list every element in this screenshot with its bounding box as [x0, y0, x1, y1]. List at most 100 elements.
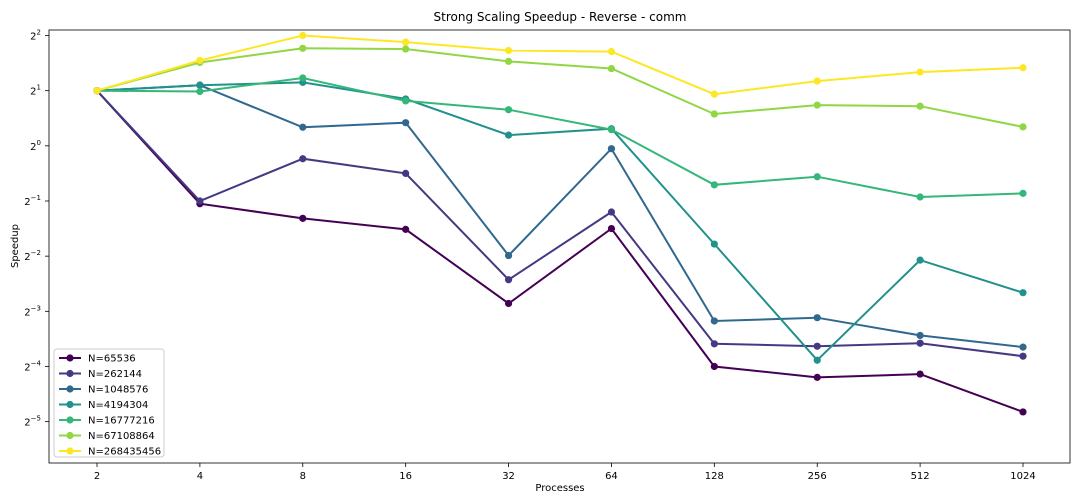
series-n-262144	[93, 87, 1027, 360]
data-point	[196, 87, 204, 96]
data-point	[504, 46, 513, 55]
legend-label: N=4194304	[88, 400, 148, 411]
data-point	[93, 87, 101, 95]
data-point	[916, 102, 924, 110]
y-tick-label: 22	[30, 29, 41, 43]
x-tick-label: 16	[399, 471, 412, 482]
data-point	[710, 181, 718, 189]
data-point	[916, 256, 924, 264]
y-tick-label: 2−2	[24, 249, 41, 263]
legend-marker	[66, 385, 74, 393]
legend-label: N=262144	[88, 369, 142, 380]
data-point	[607, 126, 616, 134]
series-n-65536	[93, 87, 1027, 416]
data-point	[504, 131, 513, 139]
data-point	[710, 317, 718, 325]
y-axis-label: Speedup	[10, 224, 21, 268]
data-point	[1019, 289, 1027, 297]
legend-label: N=1048576	[88, 385, 148, 396]
y-tick-label: 2−5	[24, 415, 41, 429]
data-point	[1019, 343, 1027, 351]
legend-box	[53, 348, 165, 458]
legend-marker	[66, 354, 74, 362]
x-tick-label: 64	[605, 471, 618, 482]
legend-label: N=67108864	[88, 431, 155, 442]
data-point	[299, 155, 307, 163]
data-point	[299, 214, 307, 222]
series-lines	[93, 31, 1027, 416]
data-point	[607, 145, 616, 153]
series-line	[96, 84, 1024, 349]
x-tick-label: 2	[94, 471, 100, 482]
data-point	[299, 44, 307, 52]
series-n-4194304	[93, 78, 1027, 364]
data-point	[504, 251, 513, 260]
data-point	[813, 356, 821, 364]
chart-title: Strong Scaling Speedup - Reverse - comm	[434, 10, 687, 24]
data-point	[813, 314, 821, 322]
data-point	[710, 90, 718, 98]
data-point	[1019, 408, 1027, 416]
data-point	[299, 31, 307, 40]
data-point	[299, 123, 307, 131]
data-point	[813, 373, 821, 381]
data-point	[402, 38, 410, 46]
y-tick-label: 2−3	[24, 304, 41, 318]
x-tick-label: 256	[808, 471, 827, 482]
data-point	[402, 225, 410, 233]
series-line	[96, 47, 1024, 128]
data-point	[402, 119, 410, 127]
data-point	[1019, 64, 1027, 72]
series-line	[96, 76, 1024, 199]
data-point	[196, 81, 204, 89]
x-tick-label: 4	[197, 471, 203, 482]
data-point	[813, 77, 821, 85]
legend-marker	[66, 431, 74, 440]
legend-marker	[66, 447, 74, 455]
data-point	[916, 370, 924, 378]
series-line	[96, 81, 1024, 362]
legend: N=65536 N=262144 N=1048576 N=4194304 N=16777…	[53, 348, 165, 458]
data-point	[710, 110, 718, 118]
series-line	[96, 90, 1024, 358]
series-n-1048576	[93, 81, 1027, 351]
data-point	[607, 47, 616, 56]
data-point	[710, 340, 718, 348]
data-point	[504, 106, 513, 114]
data-point	[916, 193, 924, 201]
legend-label: N=268435456	[88, 447, 161, 458]
data-point	[607, 64, 616, 73]
x-tick-label: 128	[705, 471, 724, 482]
data-point	[1019, 189, 1027, 197]
data-point	[607, 208, 616, 216]
y-tick-label: 20	[30, 139, 41, 153]
data-point	[607, 224, 616, 233]
series-line	[96, 90, 1024, 413]
data-point	[299, 74, 307, 82]
legend-label: N=65536	[88, 354, 136, 365]
x-tick-label: 1024	[1010, 471, 1035, 482]
data-point	[504, 57, 513, 65]
data-point	[1019, 352, 1027, 360]
data-point	[916, 339, 924, 347]
data-point	[916, 331, 924, 340]
plot-area	[48, 29, 1071, 464]
y-tick-label: 2−4	[24, 359, 41, 373]
data-point	[916, 68, 924, 76]
data-point	[813, 342, 821, 350]
axis-ticks: 2 4 8 16 32 64 128 256 512 1024 2−5 2−4 2−3 2−2 2−1 20 2…	[24, 29, 1035, 482]
data-point	[1019, 123, 1027, 131]
legend-marker	[66, 416, 74, 424]
data-point	[402, 169, 410, 178]
series-n-268435456	[93, 31, 1027, 98]
data-point	[196, 197, 204, 205]
x-tick-label: 32	[502, 471, 515, 482]
data-point	[504, 276, 513, 284]
y-tick-label: 21	[30, 84, 41, 98]
x-tick-label: 512	[911, 471, 930, 482]
data-point	[402, 97, 410, 105]
data-point	[813, 173, 821, 181]
x-tick-label: 8	[300, 471, 306, 482]
legend-label: N=16777216	[88, 416, 155, 427]
